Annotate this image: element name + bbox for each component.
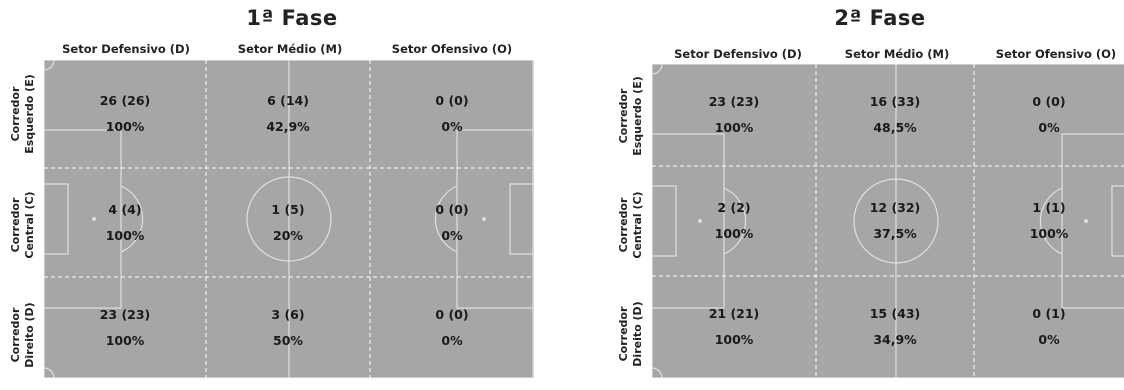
cell-percentage: 37,5% [873, 226, 917, 241]
cell-esquerdo-medio: 6 (14) 42,9% [206, 60, 370, 168]
cell-esquerdo-defensivo: 26 (26) 100% [44, 60, 206, 168]
cell-count: 0 (0) [435, 201, 469, 217]
cell-percentage: 100% [1029, 226, 1069, 241]
cell-percentage: 34,9% [873, 332, 917, 347]
cell-central-defensivo: 2 (2) 100% [652, 166, 816, 276]
cell-count: 1 (1) [1032, 200, 1066, 215]
cell-direito-medio: 15 (43) 34,9% [816, 276, 974, 378]
cell-central-medio: 1 (5) 20% [206, 168, 370, 277]
cell-count: 16 (33) [869, 94, 921, 109]
cell-percentage: 100% [105, 227, 145, 243]
cell-direito-ofensivo: 0 (0) 0% [370, 277, 534, 378]
cell-count: 0 (0) [435, 93, 469, 108]
cell-esquerdo-ofensivo: 0 (0) 0% [370, 60, 534, 168]
cell-count: 12 (32) [869, 200, 921, 215]
cell-direito-defensivo: 21 (21) 100% [652, 276, 816, 378]
cell-esquerdo-defensivo: 23 (23) 100% [652, 64, 816, 166]
cell-percentage: 0% [441, 119, 463, 134]
cell-esquerdo-ofensivo: 0 (0) 0% [974, 64, 1124, 166]
row-header-direito: Corredor Direito (D) [9, 302, 36, 368]
cell-central-medio: 12 (32) 37,5% [816, 166, 974, 276]
cell-percentage: 100% [105, 332, 145, 348]
cell-percentage: 100% [105, 119, 145, 134]
cell-count: 4 (4) [108, 201, 142, 217]
football-pitch: 23 (23) 100% 16 (33) 48,5% 0 (0) 0% 2 (2… [652, 64, 1124, 378]
column-header-defensivo: Setor Defensivo (D) [674, 47, 802, 61]
cell-count: 0 (0) [435, 306, 469, 322]
cell-central-ofensivo: 0 (0) 0% [370, 168, 534, 277]
cell-count: 23 (23) [708, 94, 760, 109]
row-header-esquerdo: Corredor Esquerdo (E) [617, 76, 644, 156]
column-header-ofensivo: Setor Ofensivo (O) [391, 42, 513, 56]
row-header-direito: Corredor Direito (D) [617, 301, 644, 367]
cell-central-defensivo: 4 (4) 100% [44, 168, 206, 277]
cell-percentage: 50% [273, 332, 303, 348]
cell-percentage: 100% [714, 120, 754, 135]
cell-direito-ofensivo: 0 (1) 0% [974, 276, 1124, 378]
pitch-markings [44, 60, 534, 378]
cell-percentage: 0% [441, 332, 463, 348]
cell-percentage: 100% [714, 332, 754, 347]
cell-count: 21 (21) [708, 306, 760, 321]
cell-percentage: 20% [273, 227, 303, 243]
pitch-markings [652, 64, 1124, 378]
column-header-medio: Setor Médio (M) [844, 47, 950, 61]
cell-central-ofensivo: 1 (1) 100% [974, 166, 1124, 276]
cell-count: 3 (6) [271, 306, 305, 322]
column-header-medio: Setor Médio (M) [237, 42, 343, 56]
football-pitch: 26 (26) 100% 6 (14) 42,9% 0 (0) 0% 4 (4)… [44, 60, 534, 378]
cell-percentage: 42,9% [266, 119, 310, 134]
cell-direito-medio: 3 (6) 50% [206, 277, 370, 378]
cell-percentage: 48,5% [873, 120, 917, 135]
cell-count: 15 (43) [869, 306, 921, 321]
cell-count: 6 (14) [267, 93, 309, 108]
panel-title: 1ª Fase [246, 6, 338, 30]
cell-count: 23 (23) [99, 306, 151, 322]
column-header-defensivo: Setor Defensivo (D) [62, 42, 190, 56]
cell-count: 2 (2) [717, 200, 751, 215]
row-header-central: Corredor Central (C) [9, 191, 36, 259]
cell-count: 1 (5) [271, 201, 305, 217]
cell-count: 0 (0) [1032, 94, 1066, 109]
cell-percentage: 100% [714, 226, 754, 241]
row-header-central: Corredor Central (C) [617, 191, 644, 259]
cell-percentage: 0% [1038, 332, 1060, 347]
column-header-ofensivo: Setor Ofensivo (O) [995, 47, 1117, 61]
cell-percentage: 0% [1038, 120, 1060, 135]
cell-esquerdo-medio: 16 (33) 48,5% [816, 64, 974, 166]
cell-count: 0 (1) [1032, 306, 1066, 321]
cell-count: 26 (26) [99, 93, 151, 108]
row-header-esquerdo: Corredor Esquerdo (E) [9, 74, 36, 154]
panel-title: 2ª Fase [834, 6, 926, 30]
cell-direito-defensivo: 23 (23) 100% [44, 277, 206, 378]
cell-percentage: 0% [441, 227, 463, 243]
